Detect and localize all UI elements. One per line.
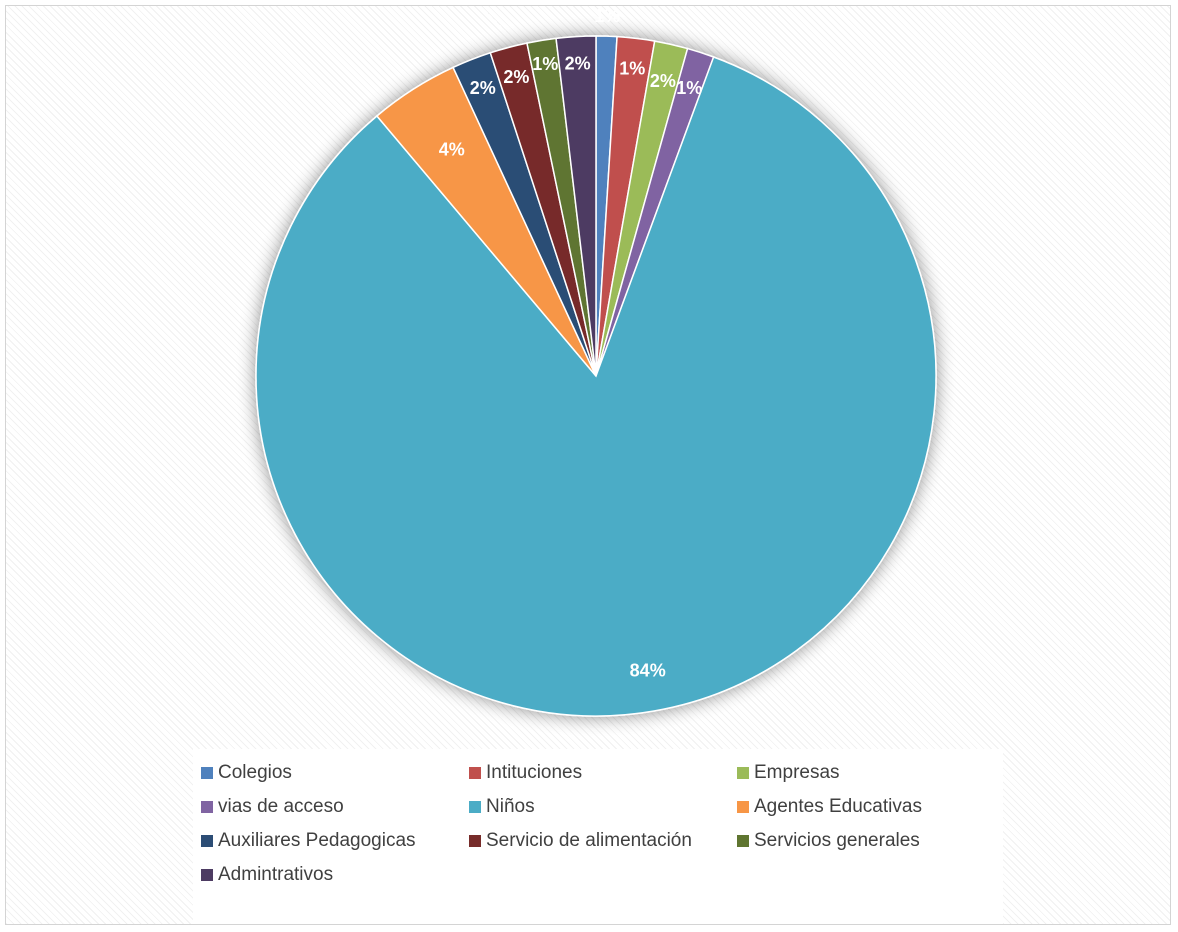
legend-item: Empresas <box>737 756 1005 790</box>
slice-label-2: 1% <box>619 59 645 79</box>
slice-label-8: 2% <box>503 67 529 87</box>
legend-label: Servicio de alimentación <box>486 830 692 851</box>
slice-label-5: 84% <box>630 661 666 681</box>
legend-label: Colegios <box>218 762 292 783</box>
pie-slices <box>255 35 937 717</box>
slice-label-6: 4% <box>439 139 465 159</box>
legend-swatch <box>737 801 749 813</box>
legend-item: Intituciones <box>469 756 737 790</box>
pie-slice-5 <box>255 56 937 717</box>
slice-label-3: 2% <box>650 71 676 91</box>
legend-item: Admintrativos <box>201 858 469 892</box>
slice-label-9: 1% <box>532 54 558 74</box>
legend-item: Colegios <box>201 756 469 790</box>
legend-swatch <box>201 767 213 779</box>
legend-swatch <box>469 801 481 813</box>
slice-label-10: 2% <box>565 54 591 74</box>
legend-label: Niños <box>486 796 535 817</box>
chart-area: 1% 1% 2% 1% 84% 4% 2% 2% 1% 2% Colegios Intitucion… <box>5 5 1171 925</box>
slice-label-4: 1% <box>676 78 702 98</box>
legend-label: Admintrativos <box>218 864 334 885</box>
legend-label: Intituciones <box>486 762 583 783</box>
legend-item: Auxiliares Pedagogicas <box>201 824 469 858</box>
legend-label: Servicios generales <box>754 830 920 851</box>
legend-label: Auxiliares Pedagogicas <box>218 830 416 851</box>
legend-item: Servicios generales <box>737 824 1005 858</box>
slice-label-1: 1% <box>594 6 620 26</box>
pie-chart: 1%1%2% 1%84%4%2%2%1% 2% <box>255 6 937 717</box>
pie-slice-10 <box>555 35 597 377</box>
legend-item: Agentes Educativas <box>737 790 1005 824</box>
legend-swatch <box>201 835 213 847</box>
pie-data-labels: 1%1%2% 1%84%4%2%2%1% 2% <box>439 6 703 681</box>
slice-label-7: 2% <box>470 78 496 98</box>
legend: Colegios Intituciones Empresas vias de acce… <box>193 749 1003 924</box>
legend-item: Niños <box>469 790 737 824</box>
legend-label: Agentes Educativas <box>754 796 922 817</box>
legend-swatch <box>469 835 481 847</box>
legend-label: vias de acceso <box>218 796 344 817</box>
legend-swatch <box>201 801 213 813</box>
legend-item: vias de acceso <box>201 790 469 824</box>
legend-item: Servicio de alimentación <box>469 824 737 858</box>
legend-label: Empresas <box>754 762 840 783</box>
legend-swatch <box>737 767 749 779</box>
legend-swatch <box>737 835 749 847</box>
legend-swatch <box>469 767 481 779</box>
legend-swatch <box>201 869 213 881</box>
